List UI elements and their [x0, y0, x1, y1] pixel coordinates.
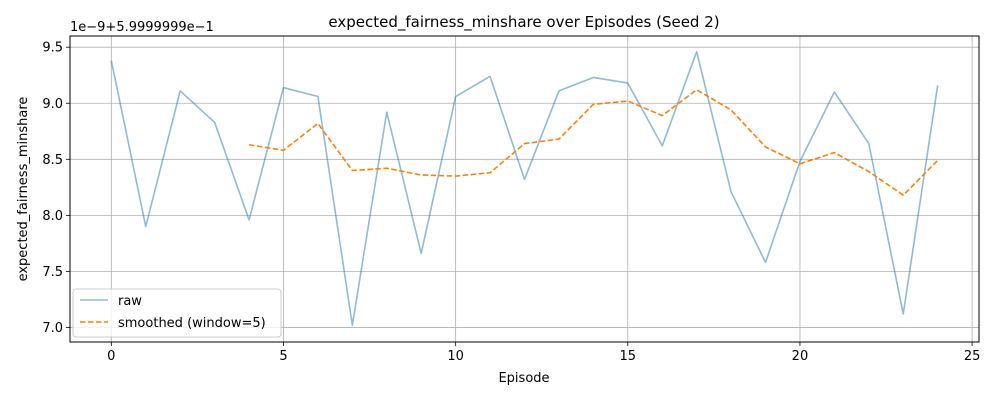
x-tick-label-0: 0 — [107, 349, 115, 364]
y-tick-label-3: 8.5 — [42, 153, 63, 168]
x-tick-label-5: 25 — [964, 349, 981, 364]
x-tick-label-4: 20 — [792, 349, 809, 364]
legend: raw smoothed (window=5) — [72, 288, 282, 338]
y-axis-label: expected_fairness_minshare — [16, 97, 31, 282]
x-axis: 0 5 10 15 20 25 — [107, 342, 980, 364]
y-axis: 7.0 7.5 8.0 8.5 9.0 9.5 — [42, 41, 70, 336]
y-tick-label-2: 8.0 — [42, 209, 63, 224]
x-tick-label-1: 5 — [279, 349, 287, 364]
y-tick-label-5: 9.5 — [42, 41, 63, 56]
legend-box — [72, 288, 282, 338]
chart-title: expected_fairness_minshare over Episodes… — [328, 13, 719, 32]
y-tick-label-4: 9.0 — [42, 97, 63, 112]
series-line-smoothed — [248, 89, 939, 196]
series-line-raw — [110, 50, 939, 326]
x-tick-label-3: 15 — [620, 349, 637, 364]
x-tick-label-2: 10 — [447, 349, 464, 364]
y-offset-text: 1e−9+5.9999999e−1 — [70, 20, 214, 35]
x-axis-label: Episode — [498, 371, 549, 386]
y-tick-label-1: 7.5 — [42, 265, 63, 280]
plot-lines — [110, 50, 939, 326]
y-tick-label-0: 7.0 — [42, 321, 63, 336]
legend-label-raw: raw — [118, 294, 142, 309]
legend-label-smoothed: smoothed (window=5) — [118, 316, 266, 331]
plot-frame — [69, 35, 980, 343]
